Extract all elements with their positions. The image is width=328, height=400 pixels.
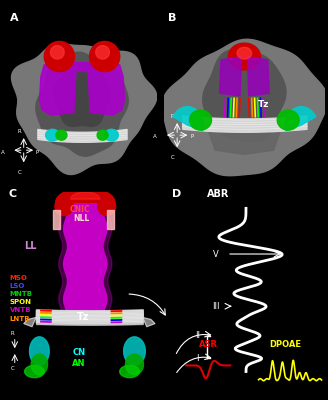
Polygon shape bbox=[228, 43, 260, 70]
Text: Tz: Tz bbox=[77, 312, 90, 322]
Text: C: C bbox=[18, 170, 21, 174]
Polygon shape bbox=[53, 210, 60, 229]
Polygon shape bbox=[173, 107, 203, 131]
Text: C: C bbox=[8, 189, 16, 199]
Polygon shape bbox=[203, 50, 286, 142]
Text: R: R bbox=[18, 130, 21, 134]
Text: A: A bbox=[10, 12, 19, 22]
Polygon shape bbox=[97, 130, 108, 140]
Polygon shape bbox=[71, 192, 100, 199]
Text: LL: LL bbox=[25, 241, 37, 251]
Text: AN: AN bbox=[72, 360, 86, 368]
Text: B: B bbox=[168, 12, 176, 22]
Text: CN: CN bbox=[72, 348, 85, 357]
Polygon shape bbox=[277, 110, 299, 130]
Text: R: R bbox=[171, 114, 174, 119]
Polygon shape bbox=[162, 39, 328, 176]
Polygon shape bbox=[143, 318, 155, 327]
Polygon shape bbox=[124, 337, 145, 365]
Polygon shape bbox=[46, 129, 59, 141]
Text: A: A bbox=[154, 134, 157, 140]
Text: MSO: MSO bbox=[10, 275, 28, 281]
Text: LNTB: LNTB bbox=[10, 316, 31, 322]
Text: P: P bbox=[36, 150, 39, 154]
Polygon shape bbox=[55, 197, 73, 216]
Polygon shape bbox=[120, 366, 139, 378]
Polygon shape bbox=[30, 337, 49, 365]
Polygon shape bbox=[64, 202, 107, 314]
Polygon shape bbox=[51, 46, 64, 59]
Polygon shape bbox=[76, 62, 88, 71]
Text: III: III bbox=[212, 302, 220, 311]
Polygon shape bbox=[56, 130, 67, 140]
Text: Tz: Tz bbox=[257, 100, 269, 109]
Polygon shape bbox=[25, 366, 44, 378]
Text: C: C bbox=[10, 366, 14, 372]
Text: A: A bbox=[1, 150, 5, 154]
Polygon shape bbox=[98, 197, 116, 216]
Text: ASR: ASR bbox=[199, 340, 218, 349]
Polygon shape bbox=[96, 46, 110, 59]
Polygon shape bbox=[53, 64, 111, 126]
Polygon shape bbox=[237, 47, 252, 59]
Text: NLL: NLL bbox=[73, 214, 89, 222]
Polygon shape bbox=[108, 210, 114, 229]
Polygon shape bbox=[90, 42, 120, 72]
Polygon shape bbox=[36, 52, 128, 156]
Polygon shape bbox=[285, 107, 316, 131]
Text: I: I bbox=[196, 354, 198, 363]
Text: ABR: ABR bbox=[207, 189, 229, 199]
Text: P: P bbox=[190, 134, 194, 140]
Polygon shape bbox=[219, 56, 241, 96]
Polygon shape bbox=[56, 188, 115, 202]
Text: II: II bbox=[195, 331, 200, 340]
Text: VNTB: VNTB bbox=[10, 307, 31, 313]
Polygon shape bbox=[105, 129, 118, 141]
Text: C: C bbox=[171, 154, 174, 160]
Polygon shape bbox=[190, 110, 212, 130]
Text: SPON: SPON bbox=[10, 299, 32, 305]
Polygon shape bbox=[88, 62, 125, 115]
Polygon shape bbox=[11, 44, 157, 174]
Text: D: D bbox=[172, 189, 181, 199]
Text: MNTB: MNTB bbox=[10, 291, 33, 297]
Polygon shape bbox=[59, 202, 112, 314]
Text: CNIC: CNIC bbox=[70, 206, 90, 214]
Text: LSO: LSO bbox=[10, 283, 25, 289]
Text: V: V bbox=[213, 250, 219, 258]
Polygon shape bbox=[24, 318, 36, 327]
Text: R: R bbox=[10, 331, 14, 336]
Polygon shape bbox=[31, 354, 48, 374]
Polygon shape bbox=[39, 62, 76, 115]
Polygon shape bbox=[247, 56, 269, 96]
Polygon shape bbox=[208, 129, 281, 154]
Text: DPOAE: DPOAE bbox=[270, 340, 302, 349]
Polygon shape bbox=[44, 42, 74, 72]
Polygon shape bbox=[126, 354, 144, 374]
